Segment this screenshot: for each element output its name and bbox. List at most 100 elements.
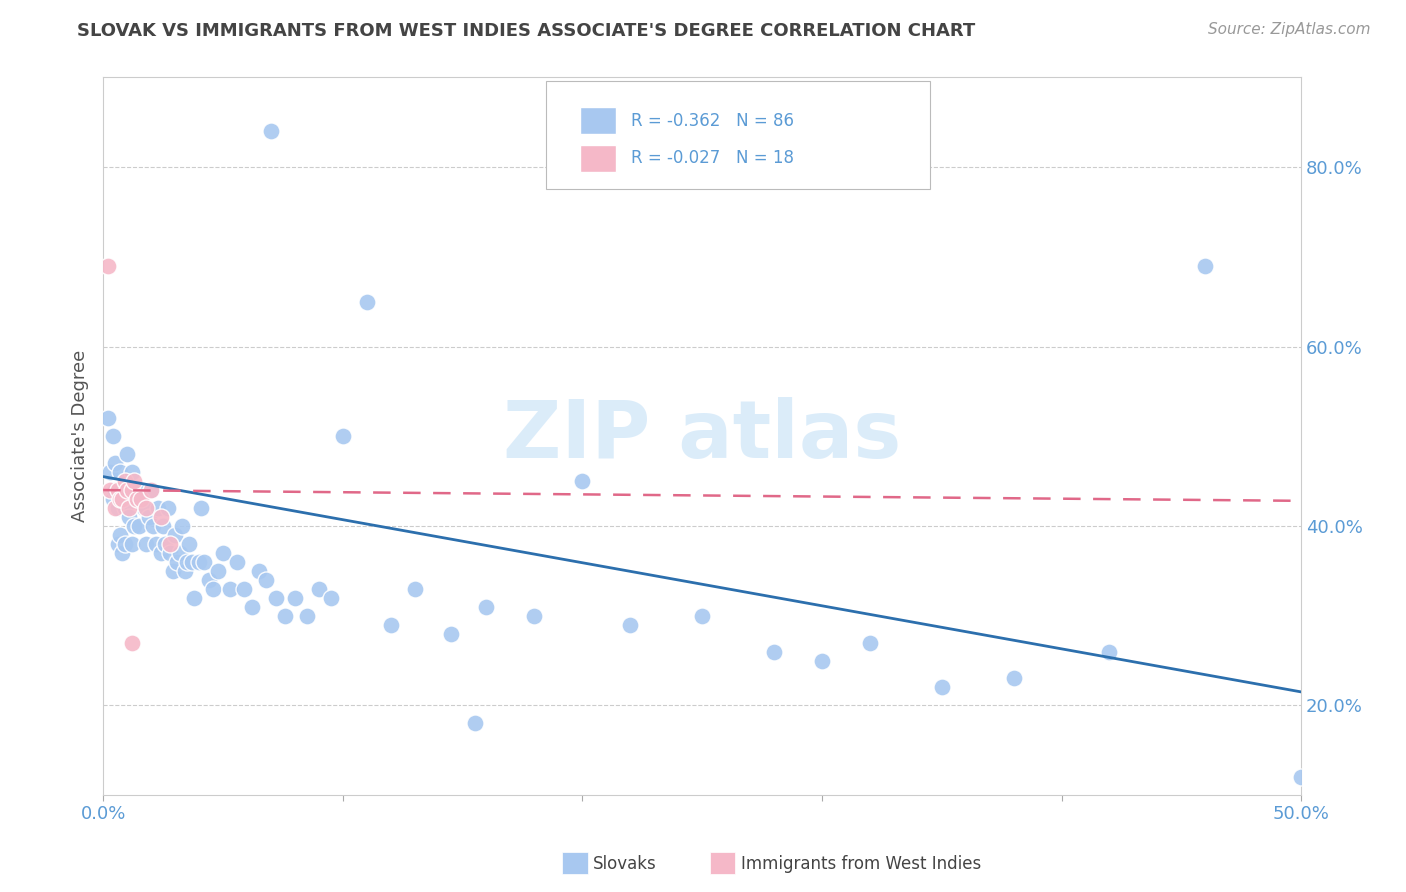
Point: [121, 635, 143, 649]
Point: [107, 501, 129, 516]
Point: [166, 555, 188, 569]
Point: [111, 491, 134, 506]
Text: Immigrants from West Indies: Immigrants from West Indies: [741, 855, 981, 873]
Point: [114, 537, 136, 551]
Point: [128, 519, 150, 533]
Point: [138, 510, 160, 524]
Text: ZIP atlas: ZIP atlas: [503, 397, 901, 475]
Point: [247, 564, 270, 578]
Point: [104, 456, 127, 470]
Point: [162, 564, 184, 578]
Point: [121, 465, 143, 479]
Point: [523, 608, 546, 623]
Point: [226, 555, 249, 569]
Point: [380, 617, 402, 632]
Text: SLOVAK VS IMMIGRANTS FROM WEST INDIES ASSOCIATE'S DEGREE CORRELATION CHART: SLOVAK VS IMMIGRANTS FROM WEST INDIES AS…: [77, 22, 976, 40]
Point: [97, 411, 120, 425]
Point: [404, 582, 426, 596]
Point: [101, 491, 124, 506]
Point: [254, 573, 277, 587]
Point: [114, 501, 136, 516]
Point: [121, 537, 143, 551]
Text: R = -0.362   N = 86: R = -0.362 N = 86: [631, 112, 794, 130]
Point: [118, 501, 141, 516]
Point: [284, 591, 307, 605]
Point: [152, 519, 174, 533]
Point: [859, 635, 882, 649]
Point: [114, 474, 136, 488]
Point: [98, 465, 121, 479]
Point: [207, 564, 229, 578]
Text: Source: ZipAtlas.com: Source: ZipAtlas.com: [1208, 22, 1371, 37]
Point: [135, 537, 157, 551]
Point: [101, 429, 124, 443]
Point: [104, 501, 127, 516]
Point: [107, 483, 129, 497]
Point: [124, 483, 146, 497]
Point: [173, 564, 195, 578]
Y-axis label: Associate's Degree: Associate's Degree: [72, 351, 89, 523]
Point: [111, 546, 134, 560]
Point: [1098, 644, 1121, 658]
Point: [145, 537, 167, 551]
Point: [931, 681, 953, 695]
Point: [124, 519, 146, 533]
Point: [274, 608, 297, 623]
Point: [463, 716, 485, 731]
Point: [212, 546, 235, 560]
Point: [1289, 770, 1312, 784]
Point: [131, 483, 153, 497]
Point: [190, 501, 212, 516]
Point: [155, 537, 177, 551]
Point: [156, 501, 179, 516]
Point: [690, 608, 713, 623]
Point: [149, 546, 172, 560]
Point: [148, 501, 170, 516]
Point: [108, 465, 131, 479]
Point: [107, 537, 129, 551]
Point: [159, 546, 181, 560]
Point: [125, 491, 148, 506]
Point: [193, 555, 215, 569]
Point: [111, 483, 134, 497]
Point: [118, 510, 141, 524]
FancyBboxPatch shape: [579, 145, 616, 172]
Point: [180, 555, 202, 569]
FancyBboxPatch shape: [579, 107, 616, 135]
Point: [149, 510, 172, 524]
Point: [142, 519, 165, 533]
Point: [619, 617, 641, 632]
Point: [233, 582, 256, 596]
Point: [115, 483, 138, 497]
Point: [202, 582, 225, 596]
Point: [308, 582, 330, 596]
Text: R = -0.027   N = 18: R = -0.027 N = 18: [631, 149, 794, 167]
Point: [197, 573, 219, 587]
Point: [571, 474, 593, 488]
Point: [240, 599, 263, 614]
Point: [135, 501, 157, 516]
Point: [131, 491, 153, 506]
Point: [159, 537, 181, 551]
FancyBboxPatch shape: [547, 81, 929, 189]
Point: [108, 491, 131, 506]
Point: [179, 537, 201, 551]
Point: [260, 124, 283, 138]
Point: [439, 626, 461, 640]
Point: [104, 483, 127, 497]
Point: [332, 429, 354, 443]
Point: [1194, 259, 1216, 273]
Point: [121, 483, 143, 497]
Point: [97, 259, 120, 273]
Point: [108, 528, 131, 542]
Point: [295, 608, 318, 623]
Point: [811, 653, 834, 667]
Point: [172, 519, 194, 533]
Point: [763, 644, 786, 658]
Point: [125, 491, 148, 506]
Point: [132, 501, 155, 516]
Point: [219, 582, 242, 596]
Point: [188, 555, 211, 569]
Point: [118, 483, 141, 497]
Point: [356, 294, 378, 309]
